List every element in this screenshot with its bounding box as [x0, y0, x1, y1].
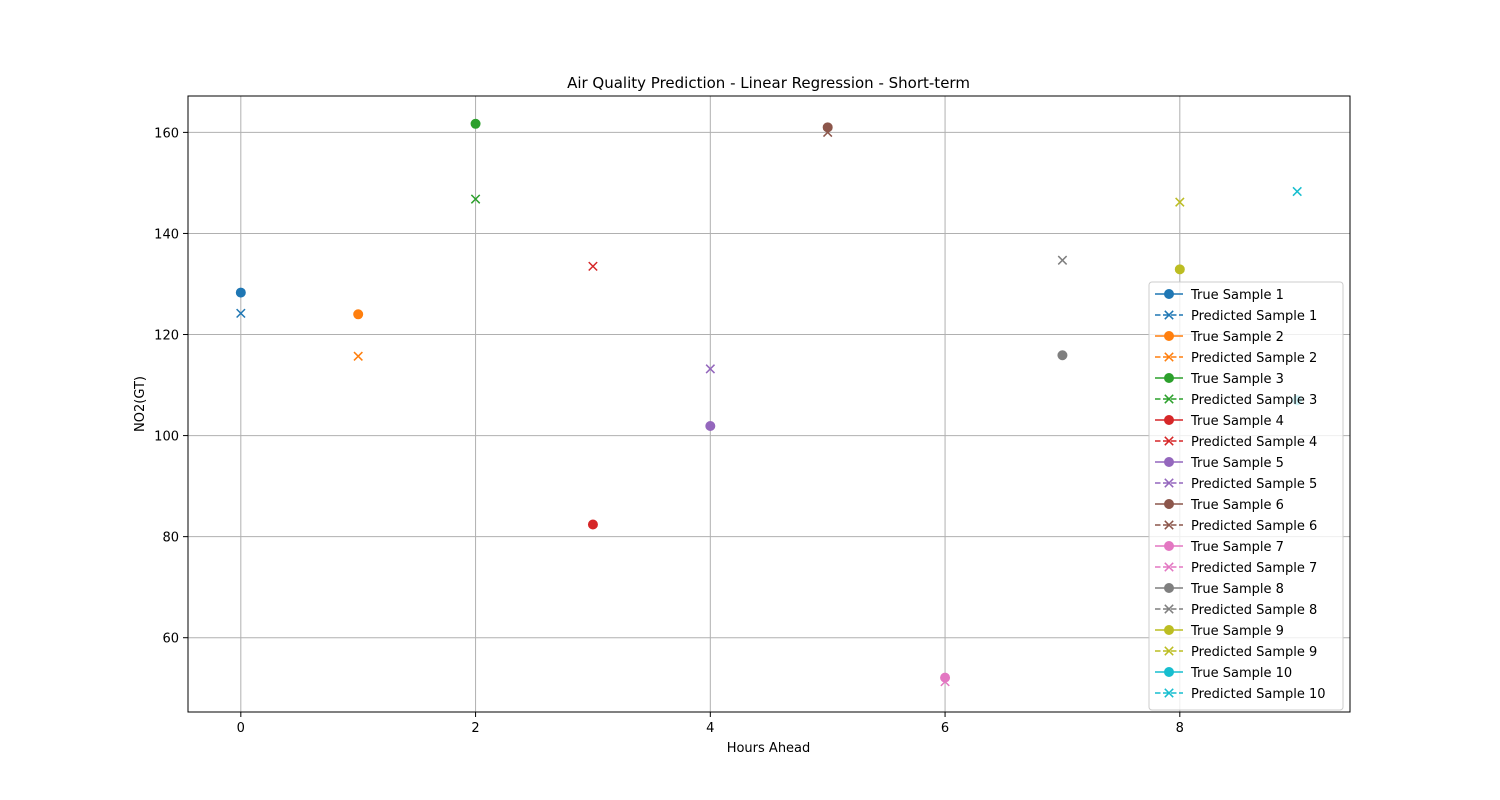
legend-entry: Predicted Sample 7: [1155, 561, 1317, 576]
y-tick-label: 100: [154, 430, 179, 445]
legend-circle-marker: [1164, 457, 1174, 467]
legend-entry: Predicted Sample 10: [1155, 687, 1326, 702]
true-sample-2-point: [353, 309, 364, 320]
x-tick-label: 2: [471, 721, 479, 736]
legend-x-marker: [1164, 688, 1174, 698]
x-tick-label: 8: [1176, 721, 1184, 736]
legend-entry: True Sample 10: [1155, 666, 1292, 681]
predicted-sample-6-point: [822, 127, 833, 138]
legend-label: Predicted Sample 6: [1191, 519, 1317, 534]
legend-circle-marker: [1164, 625, 1174, 635]
legend-label: True Sample 8: [1190, 582, 1284, 597]
legend-label: Predicted Sample 7: [1191, 561, 1317, 576]
predicted-sample-9-point: [1175, 197, 1185, 207]
legend-entry: Predicted Sample 1: [1155, 309, 1317, 324]
legend-circle-marker: [1164, 373, 1174, 383]
true-sample-5-point: [705, 420, 716, 431]
legend-label: True Sample 2: [1190, 330, 1284, 345]
y-tick-label: 60: [162, 632, 179, 647]
legend-circle-marker: [1164, 667, 1174, 677]
x-tick-label: 0: [237, 721, 245, 736]
legend-entry: Predicted Sample 2: [1155, 351, 1317, 366]
chart-title: Air Quality Prediction - Linear Regressi…: [567, 74, 970, 92]
predicted-sample-7-point: [940, 676, 950, 687]
predicted-sample-8-point: [1057, 255, 1068, 265]
legend-entry: True Sample 6: [1155, 498, 1284, 513]
predicted-sample-5-point: [705, 364, 716, 374]
legend-entry: True Sample 1: [1155, 288, 1284, 303]
legend-x-marker: [1164, 436, 1174, 446]
true-sample-1-point: [235, 287, 246, 298]
legend-label: Predicted Sample 2: [1191, 351, 1317, 366]
x-tick-label: 6: [941, 721, 949, 736]
true-sample-4-point: [587, 519, 598, 530]
legend-box: [1148, 281, 1344, 711]
legend-entry: Predicted Sample 6: [1155, 519, 1317, 534]
legend-entry: Predicted Sample 3: [1155, 393, 1317, 408]
true-sample-8-point: [1057, 350, 1068, 361]
legend-label: Predicted Sample 9: [1191, 645, 1317, 660]
legend-circle-marker: [1164, 583, 1174, 593]
legend-circle-marker: [1164, 541, 1174, 551]
legend-x-marker: [1164, 646, 1174, 656]
legend-entry: Predicted Sample 8: [1155, 603, 1317, 618]
legend-label: True Sample 7: [1190, 540, 1284, 555]
legend: True Sample 1 Predicted Sample 1 True Samp…: [1148, 281, 1344, 711]
predicted-sample-10-point: [1292, 186, 1302, 197]
legend-entry: True Sample 2: [1155, 330, 1284, 345]
legend-entry: True Sample 5: [1155, 456, 1284, 471]
legend-x-marker: [1164, 310, 1174, 320]
legend-label: Predicted Sample 10: [1191, 687, 1326, 702]
legend-circle-marker: [1164, 289, 1174, 299]
predicted-sample-2-point: [353, 351, 363, 361]
legend-label: True Sample 6: [1190, 498, 1284, 513]
legend-x-marker: [1164, 604, 1174, 614]
true-sample-6-point: [822, 122, 833, 133]
legend-entry: True Sample 4: [1155, 414, 1284, 429]
legend-label: True Sample 9: [1190, 624, 1284, 639]
legend-label: True Sample 4: [1190, 414, 1284, 429]
true-sample-3-point: [470, 118, 481, 129]
legend-x-marker: [1164, 352, 1174, 362]
legend-entry: Predicted Sample 4: [1155, 435, 1317, 450]
x-tick-label: 4: [706, 721, 714, 736]
legend-entry: True Sample 9: [1155, 624, 1284, 639]
legend-entry: Predicted Sample 5: [1155, 477, 1317, 492]
legend-label: True Sample 1: [1190, 288, 1284, 303]
legend-label: True Sample 5: [1190, 456, 1284, 471]
predicted-sample-3-point: [470, 194, 481, 204]
legend-circle-marker: [1164, 415, 1174, 425]
legend-x-marker: [1164, 478, 1174, 488]
legend-x-marker: [1164, 562, 1174, 572]
true-sample-9-point: [1174, 264, 1185, 275]
axes: 0 2 4 6 8 60 80 100 120 140 160: [154, 95, 1351, 736]
y-tick-label: 160: [154, 126, 179, 141]
legend-label: True Sample 3: [1190, 372, 1284, 387]
legend-entry: True Sample 7: [1155, 540, 1284, 555]
y-tick-label: 80: [162, 531, 179, 546]
legend-label: True Sample 10: [1190, 666, 1292, 681]
legend-x-marker: [1164, 394, 1174, 404]
legend-circle-marker: [1164, 331, 1174, 341]
y-tick-label: 120: [154, 329, 179, 344]
axes-frame: [187, 95, 1351, 713]
predicted-sample-4-point: [588, 261, 598, 272]
legend-entry: True Sample 8: [1155, 582, 1284, 597]
y-axis-label: NO2(GT): [133, 376, 148, 432]
legend-label: Predicted Sample 4: [1191, 435, 1317, 450]
x-axis-label: Hours Ahead: [727, 741, 811, 756]
legend-x-marker: [1164, 520, 1174, 530]
legend-entry: Predicted Sample 9: [1155, 645, 1317, 660]
legend-circle-marker: [1164, 499, 1174, 509]
predicted-sample-1-point: [236, 308, 246, 319]
legend-label: Predicted Sample 1: [1191, 309, 1317, 324]
legend-label: Predicted Sample 5: [1191, 477, 1317, 492]
legend-label: Predicted Sample 8: [1191, 603, 1317, 618]
y-tick-label: 140: [154, 227, 179, 242]
legend-label: Predicted Sample 3: [1191, 393, 1317, 408]
legend-entry: True Sample 3: [1155, 372, 1284, 387]
plot-area: 0 2 4 6 8 60 80 100 120 140 160: [154, 95, 1351, 736]
